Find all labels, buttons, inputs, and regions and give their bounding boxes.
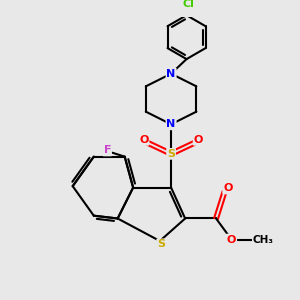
Text: N: N [167, 119, 176, 129]
Text: O: O [223, 183, 232, 194]
Text: CH₃: CH₃ [253, 235, 274, 244]
Text: Cl: Cl [182, 0, 194, 9]
Text: O: O [139, 135, 148, 145]
Text: O: O [227, 235, 236, 244]
Text: N: N [167, 69, 176, 79]
Text: F: F [103, 146, 111, 155]
Text: S: S [157, 239, 165, 249]
Text: S: S [167, 149, 175, 159]
Text: O: O [194, 135, 203, 145]
